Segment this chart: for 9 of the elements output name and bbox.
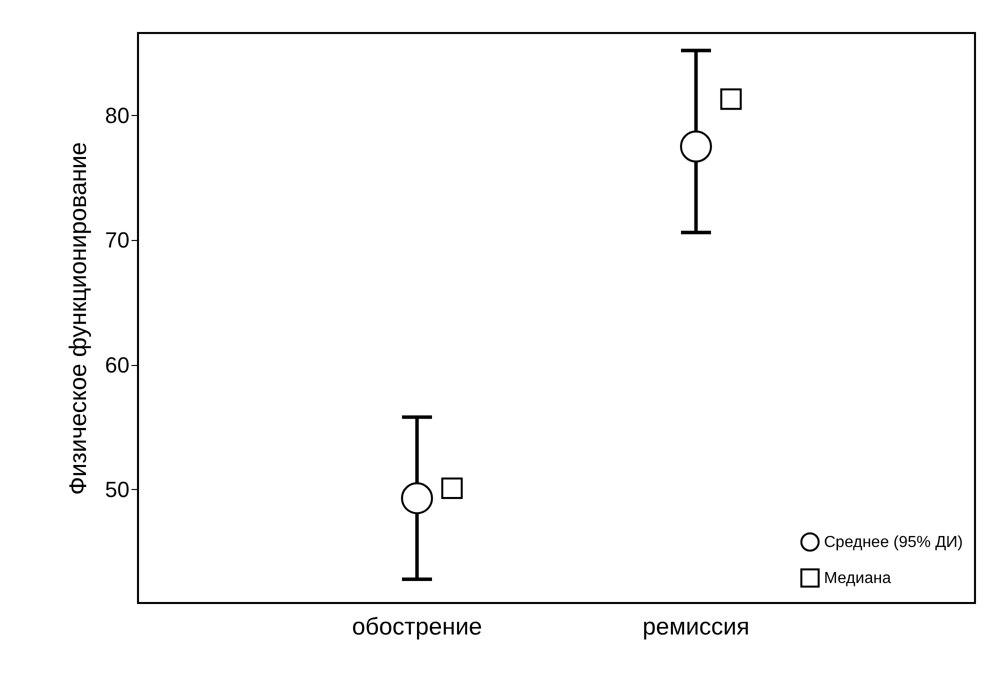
y-tick-label: 80 — [105, 102, 130, 128]
y-tick-label: 70 — [105, 228, 130, 253]
legend-label: Среднее (95% ДИ) — [824, 534, 963, 551]
x-tick-label: ремиссия — [642, 614, 750, 640]
legend-label: Медиана — [824, 570, 892, 587]
y-tick-label: 50 — [105, 477, 130, 502]
y-axis-title: Физическое функционирование — [65, 142, 92, 495]
y-tick-label: 60 — [105, 352, 130, 378]
x-tick-label: обострение — [352, 614, 482, 640]
